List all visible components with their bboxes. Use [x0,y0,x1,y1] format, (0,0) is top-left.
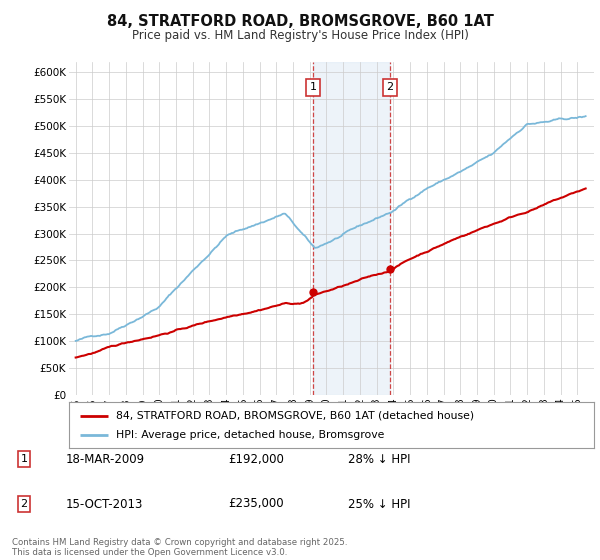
Bar [313,62,390,395]
Text: 25% ↓ HPI: 25% ↓ HPI [348,497,410,511]
Text: Contains HM Land Registry data © Crown copyright and database right 2025.
This d: Contains HM Land Registry data © Crown c… [12,538,347,557]
Text: 2: 2 [20,499,28,509]
Text: 2: 2 [386,82,394,92]
Text: £235,000: £235,000 [228,497,284,511]
Text: HPI: Average price, detached house, Bromsgrove: HPI: Average price, detached house, Brom… [116,430,385,440]
Text: 84, STRATFORD ROAD, BROMSGROVE, B60 1AT (detached house): 84, STRATFORD ROAD, BROMSGROVE, B60 1AT … [116,411,475,421]
Text: 84, STRATFORD ROAD, BROMSGROVE, B60 1AT: 84, STRATFORD ROAD, BROMSGROVE, B60 1AT [107,14,493,29]
Text: 18-MAR-2009: 18-MAR-2009 [66,452,145,466]
Text: 1: 1 [310,82,317,92]
Text: £192,000: £192,000 [228,452,284,466]
Text: Price paid vs. HM Land Registry's House Price Index (HPI): Price paid vs. HM Land Registry's House … [131,29,469,42]
Text: 15-OCT-2013: 15-OCT-2013 [66,497,143,511]
Text: 1: 1 [20,454,28,464]
Text: 28% ↓ HPI: 28% ↓ HPI [348,452,410,466]
